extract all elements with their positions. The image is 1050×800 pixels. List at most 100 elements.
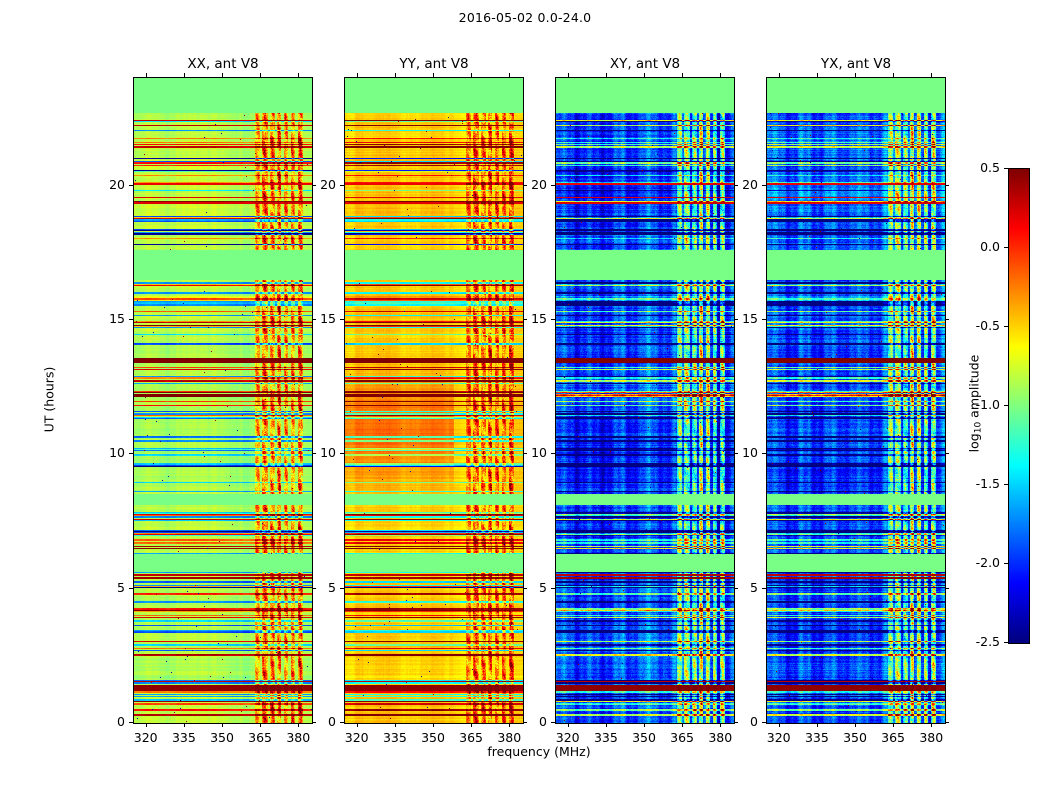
ytick-yy-10 [340,453,344,455]
xtick-top-yx-335 [816,73,818,77]
cbar-tick-4 [1004,326,1008,327]
panel-xy[interactable] [555,77,735,724]
colorbar-label-main: log [966,433,982,453]
yticklabel-xx-0: 0 [117,714,125,729]
ytick-right-xx-15 [312,318,316,320]
yticklabel-xy-15: 15 [531,310,547,326]
xtick-top-xx-335 [183,73,185,77]
xtick-xx-335 [183,723,185,727]
xtick-top-xy-380 [720,73,722,77]
yticklabel-xx-20: 20 [109,176,125,192]
ytick-right-xx-10 [312,453,316,455]
xtick-yx-380 [931,723,933,727]
xticklabel-yy-380: 380 [497,730,522,745]
ytick-xy-10 [551,453,555,455]
xticklabel-yx-365: 365 [881,730,906,745]
heatmap-xx [134,78,312,723]
yticklabel-yx-15: 15 [742,310,758,326]
cbar-ticklabel-2: -1.5 [975,476,1000,491]
xtick-yx-335 [816,723,818,727]
xticklabel-yx-380: 380 [919,730,944,745]
xtick-yy-320 [356,723,358,727]
xtick-xx-320 [145,723,147,727]
xtick-top-yy-320 [356,73,358,77]
xtick-yy-350 [433,723,434,727]
cbar-ticklabel-5: 0.0 [980,239,1000,254]
ytick-yx-15 [762,318,766,320]
panel-title-xy: XY, ant V8 [609,56,681,72]
cbar-ticklabel-1: -2.0 [975,555,1000,570]
ytick-right-yy-5 [523,587,527,589]
panel-title-xx: XX, ant V8 [187,56,259,72]
heatmap-yy [345,78,523,723]
cbar-tick-5 [1004,247,1008,248]
xtick-yy-335 [394,723,396,727]
ytick-xx-15 [129,318,133,320]
ytick-right-yx-15 [945,318,949,320]
panel-yx[interactable] [766,77,946,724]
ytick-right-yy-20 [523,184,527,186]
yticklabel-xx-15: 15 [109,310,125,326]
colorbar[interactable] [1008,168,1030,644]
ytick-xx-20 [129,184,133,186]
xticklabel-xx-320: 320 [133,730,158,745]
heatmap-xy [556,78,734,723]
xtick-xx-380 [298,723,300,727]
ytick-xx-0 [129,722,133,723]
ytick-yy-5 [340,587,344,589]
xtick-top-xy-350 [644,73,645,77]
cbar-tick-0 [1004,642,1008,643]
ytick-right-xy-10 [734,453,738,455]
yticklabel-xx-10: 10 [109,445,125,461]
ytick-right-xx-20 [312,184,316,186]
panel-title-yy: YY, ant V8 [399,56,469,72]
yticklabel-xy-20: 20 [531,176,547,192]
colorbar-label-tail: amplitude [966,354,982,422]
xtick-top-xx-380 [298,73,300,77]
ytick-yx-0 [762,722,766,723]
ytick-xy-15 [551,318,555,320]
xtick-top-yx-320 [778,73,780,77]
ytick-yy-0 [340,722,344,723]
yticklabel-yx-5: 5 [750,579,758,595]
xtick-top-yx-365 [893,73,895,77]
xtick-top-yx-380 [931,73,933,77]
yticklabel-xy-0: 0 [539,714,547,729]
xticklabel-yx-350: 350 [843,730,867,745]
xticklabel-xy-335: 335 [593,730,618,745]
xticklabel-xx-365: 365 [248,730,273,745]
ytick-xy-5 [551,587,555,589]
ytick-yx-20 [762,184,766,186]
ytick-yx-10 [762,453,766,455]
yticklabel-yx-0: 0 [750,714,758,729]
xtick-top-yx-350 [855,73,856,77]
panel-yy[interactable] [344,77,524,724]
xtick-xx-350 [222,723,223,727]
xticklabel-yx-320: 320 [766,730,791,745]
xticklabel-yy-320: 320 [344,730,369,745]
xtick-yy-365 [471,723,473,727]
xticklabel-xx-380: 380 [286,730,311,745]
xticklabel-xy-365: 365 [670,730,695,745]
cbar-tick-1 [1004,563,1008,564]
xtick-xx-365 [260,723,262,727]
xtick-yx-365 [893,723,895,727]
xtick-top-xy-335 [605,73,607,77]
panel-title-yx: YX, ant V8 [820,56,892,72]
yticklabel-yy-5: 5 [328,579,336,595]
ytick-right-xy-15 [734,318,738,320]
xticklabel-xx-335: 335 [171,730,196,745]
xtick-top-xx-365 [260,73,262,77]
xticklabel-yy-335: 335 [382,730,407,745]
ytick-xy-0 [551,722,555,723]
panel-xx[interactable] [133,77,313,724]
xtick-top-yy-335 [394,73,396,77]
xtick-top-yy-380 [509,73,511,77]
xtick-xy-365 [682,723,684,727]
xticklabel-yy-365: 365 [459,730,484,745]
ytick-right-yy-0 [523,722,527,723]
ytick-right-yy-15 [523,318,527,320]
xtick-xy-380 [720,723,722,727]
xtick-top-xy-365 [682,73,684,77]
figure-suptitle: 2016-05-02 0.0-24.0 [458,10,592,25]
